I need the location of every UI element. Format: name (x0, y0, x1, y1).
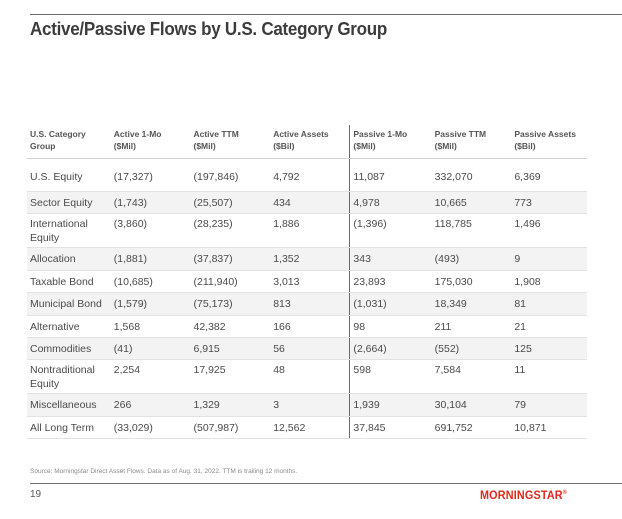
table-row: Allocation (1,881) (37,837) 1,352 343 (4… (27, 247, 587, 271)
page-number: 19 (30, 489, 42, 500)
header-passive-1mo: Passive 1-Mo ($Mil) (349, 125, 432, 159)
table-row: Taxable Bond (10,685) (211,940) 3,013 23… (27, 270, 587, 294)
table-row: U.S. Equity (17,327) (197,846) 4,792 11,… (27, 158, 587, 192)
table-row: International Equity (3,860) (28,235) 1,… (27, 213, 587, 249)
table-row: Nontraditional Equity 2,254 17,925 48 59… (27, 359, 587, 395)
table-row: Alternative 1,568 42,382 166 98 211 21 (27, 315, 587, 338)
top-rule (30, 14, 622, 15)
morningstar-logo: MORNINGSTAR® (480, 488, 567, 502)
table-row: Municipal Bond (1,579) (75,173) 813 (1,0… (27, 292, 587, 316)
header-active-assets: Active Assets ($Bil) (270, 125, 350, 159)
table-row-total: All Long Term (33,029) (507,987) 12,562 … (27, 416, 587, 440)
flows-table: U.S. Category Group Active 1-Mo ($Mil) Act… (27, 125, 587, 440)
table-header-row: U.S. Category Group Active 1-Mo ($Mil) Act… (27, 125, 587, 159)
header-passive-ttm: Passive TTM ($Mil) (431, 125, 512, 159)
table-row: Miscellaneous 266 1,329 3 1,939 30,104 7… (27, 393, 587, 417)
table-row: Sector Equity (1,743) (25,507) 434 4,978… (27, 191, 587, 215)
table-row: Commodities (41) 6,915 56 (2,664) (552) … (27, 337, 587, 361)
bottom-rule (30, 483, 622, 484)
source-note: Source: Morningstar Direct Asset Flows. … (30, 468, 298, 475)
header-active-1mo: Active 1-Mo ($Mil) (110, 125, 191, 159)
header-active-ttm: Active TTM ($Mil) (190, 125, 271, 159)
header-category-group: U.S. Category Group (27, 125, 111, 159)
header-passive-assets: Passive Assets ($Bil) (511, 125, 587, 159)
page-title: Active/Passive Flows by U.S. Category Gr… (30, 18, 388, 39)
